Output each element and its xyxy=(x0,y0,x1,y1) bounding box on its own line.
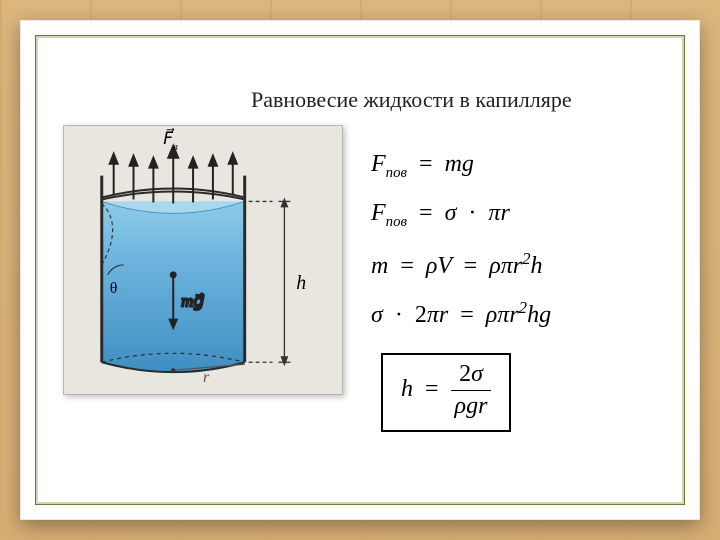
h-label: h xyxy=(296,272,306,294)
f4-r2: r xyxy=(509,302,518,328)
f4-pi2: π xyxy=(497,302,509,328)
formula-block: Fпов = mg Fпов = σ · πr m = ρV = ρπr2h σ… xyxy=(371,141,651,450)
capillary-diagram: θ r mg⃗ xyxy=(63,125,343,395)
box-den-r: r xyxy=(478,393,487,419)
box-num-sigma: σ xyxy=(471,361,483,387)
slide-frame: Равновесие жидкости в капилляре xyxy=(20,20,700,520)
f2-F: F xyxy=(371,200,386,226)
formula-3: m = ρV = ρπr2h xyxy=(371,249,651,280)
f4-r: r xyxy=(439,302,448,328)
f4-exp: 2 xyxy=(519,298,527,317)
box-h: h xyxy=(401,376,413,402)
f4-two: 2 xyxy=(415,302,427,328)
box-num-2: 2 xyxy=(459,361,471,387)
formula-4: σ · 2πr = ρπr2hg xyxy=(371,298,651,329)
f4-pi: π xyxy=(427,302,439,328)
box-den-rho: ρ xyxy=(455,393,467,419)
f4-g: g xyxy=(539,302,551,328)
f2-sigma: σ xyxy=(445,200,457,226)
f2-pi: π xyxy=(488,200,500,226)
f1-rhs: mg xyxy=(445,151,474,177)
f4-h: h xyxy=(527,302,539,328)
f2-sub: пов xyxy=(386,214,407,230)
svg-text:mg⃗: mg⃗ xyxy=(181,292,204,311)
r-label: r xyxy=(203,369,210,386)
f3-m: m xyxy=(371,253,388,279)
f1-sub: пов xyxy=(386,165,407,181)
formula-boxed: h = 2σ ρgr xyxy=(371,347,651,432)
f4-sigma: σ xyxy=(371,302,383,328)
f3-rhoV: ρV xyxy=(426,253,452,279)
f3-r: r xyxy=(513,253,522,279)
box-fraction: 2σ ρgr xyxy=(451,361,492,420)
page-title: Равновесие жидкости в капилляре xyxy=(251,87,572,113)
F-vec-label: F⃗в xyxy=(163,128,178,153)
formula-2: Fпов = σ · πr xyxy=(371,200,651,231)
h-bracket xyxy=(249,197,291,366)
f3-pi: π xyxy=(501,253,513,279)
f3-rho: ρ xyxy=(489,253,501,279)
formula-1: Fпов = mg xyxy=(371,151,651,182)
f3-h: h xyxy=(530,253,542,279)
theta-label: θ xyxy=(110,280,118,297)
box-den-g: g xyxy=(466,393,478,419)
f1-F: F xyxy=(371,151,386,177)
f2-r: r xyxy=(500,200,509,226)
f4-rho: ρ xyxy=(486,302,498,328)
